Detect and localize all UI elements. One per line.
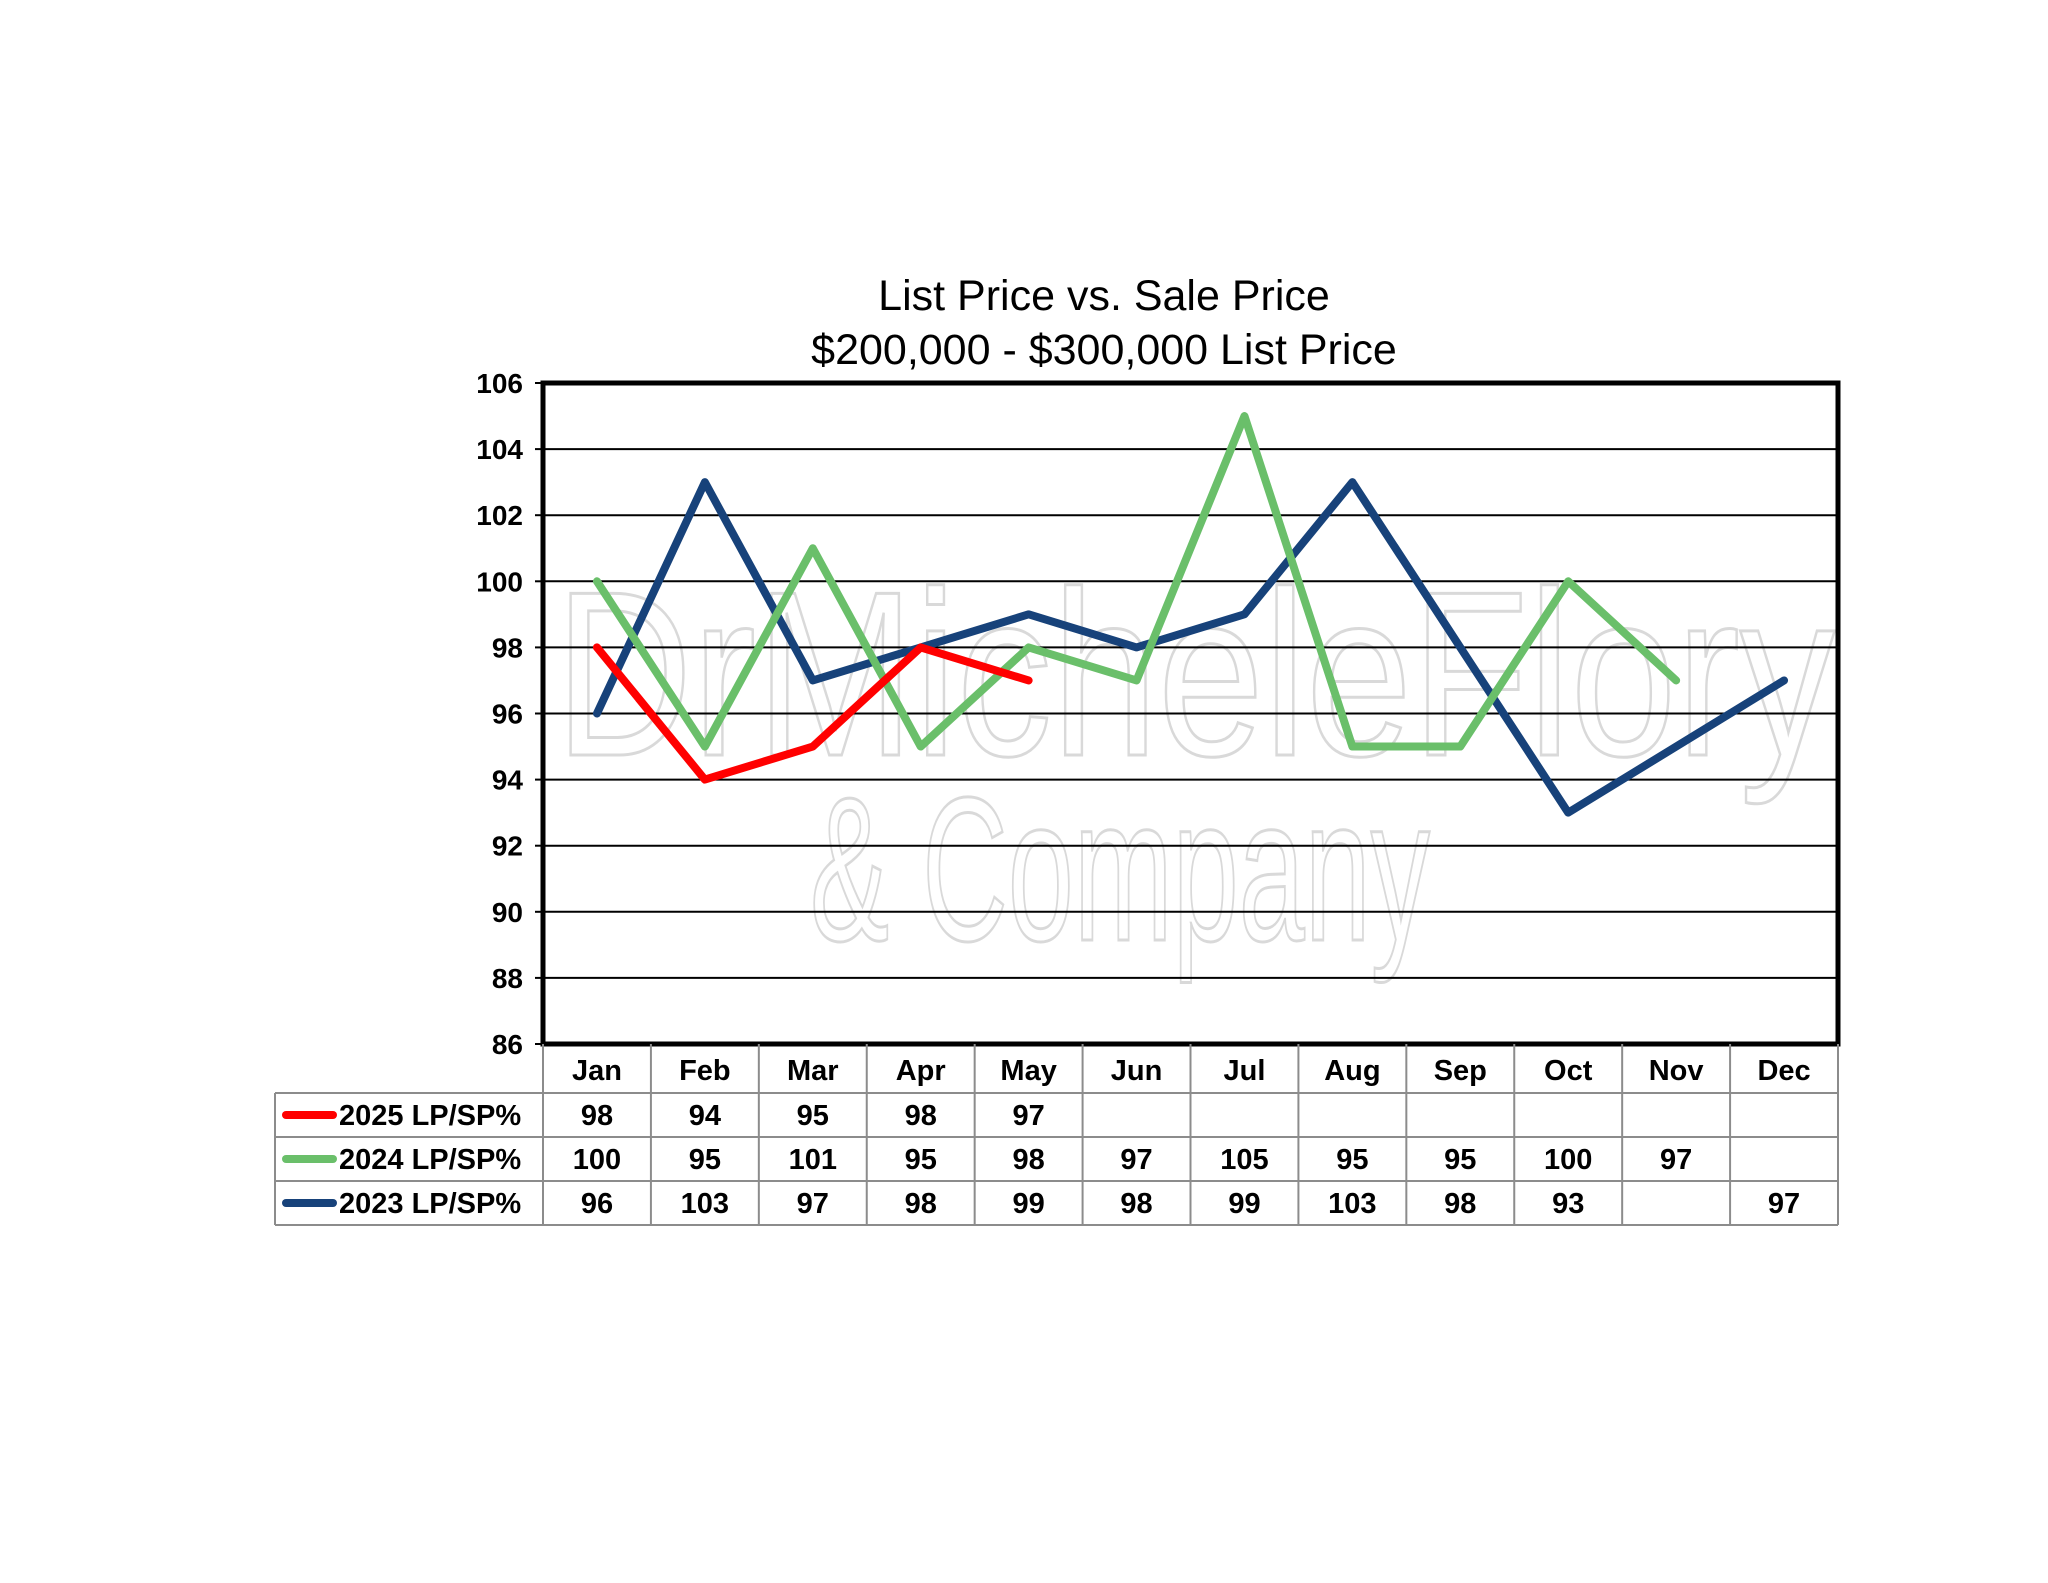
data-label: 100 [1544,1144,1592,1176]
series-lines [592,412,1789,817]
chart-subtitle: $200,000 - $300,000 List Price [811,326,1397,374]
data-label: 98 [1012,1144,1044,1176]
data-label: 100 [573,1144,621,1176]
data-label: 99 [1228,1188,1260,1220]
y-tick-label: 100 [476,566,523,597]
x-tick-label: Mar [787,1055,839,1087]
data-label: 98 [1120,1188,1152,1220]
data-label: 98 [905,1188,937,1220]
y-tick-label: 102 [476,500,523,531]
x-tick-label: Jun [1111,1055,1163,1087]
data-label: 93 [1552,1188,1584,1220]
x-tick-label: Feb [679,1055,731,1087]
data-label: 98 [1444,1188,1476,1220]
data-label: 96 [581,1188,613,1220]
x-tick-label: Sep [1434,1055,1487,1087]
data-label: 95 [689,1144,721,1176]
table-row: 2024 LP/SP% 100 95 101 95 98 97 105 95 95 100 97 [282,1144,1692,1176]
x-tick-label: Oct [1544,1055,1593,1087]
series-line-2024 [592,412,1681,751]
data-label: 97 [1768,1188,1800,1220]
x-tick-label: Aug [1324,1055,1380,1087]
data-label: 98 [905,1100,937,1132]
chart-title: List Price vs. Sale Price [878,272,1330,320]
x-tick-label: Dec [1757,1055,1810,1087]
data-label: 94 [689,1100,721,1132]
x-tick-label: Nov [1649,1055,1704,1087]
data-table: Jan Feb Mar Apr May Jun Jul Aug Sep Oct Nov Dec 2025… [274,1044,1839,1226]
data-label: 95 [1336,1144,1368,1176]
data-label: 105 [1220,1144,1268,1176]
series-line-2025 [592,643,1033,784]
x-tick-label: Jan [572,1055,622,1087]
x-tick-label: Jul [1224,1055,1266,1087]
legend-label: 2023 LP/SP% [339,1188,521,1220]
data-label: 95 [905,1144,937,1176]
data-label: 103 [681,1188,729,1220]
legend-label: 2024 LP/SP% [339,1144,521,1176]
y-tick-label: 90 [492,897,523,928]
data-label: 97 [797,1188,829,1220]
table-row: 2025 LP/SP% 98 94 95 98 97 [282,1100,1045,1132]
x-tick-label: May [1000,1055,1056,1087]
x-tick-label: Apr [896,1055,946,1087]
data-label: 95 [797,1100,829,1132]
data-label: 95 [1444,1144,1476,1176]
y-tick-label: 104 [476,434,523,465]
data-label: 97 [1660,1144,1692,1176]
data-label: 97 [1012,1100,1044,1132]
y-tick-label: 106 [476,368,523,399]
legend-label: 2025 LP/SP% [339,1100,521,1132]
data-label: 103 [1328,1188,1376,1220]
data-label: 101 [789,1144,837,1176]
data-label: 98 [581,1100,613,1132]
y-tick-label: 88 [492,963,523,994]
watermark-line-2: & Company [810,755,1430,984]
data-label: 99 [1012,1188,1044,1220]
y-tick-label: 94 [492,765,524,796]
y-tick-label: 96 [492,699,523,730]
table-row: 2023 LP/SP% 96 103 97 98 99 98 99 103 98 93 97 [282,1188,1800,1220]
y-tick-label: 92 [492,831,523,862]
y-axis: 86 88 90 92 94 96 98 100 102 104 106 [476,368,543,1060]
y-tick-label: 98 [492,632,523,663]
y-tick-label: 86 [492,1029,523,1060]
data-label: 97 [1120,1144,1152,1176]
